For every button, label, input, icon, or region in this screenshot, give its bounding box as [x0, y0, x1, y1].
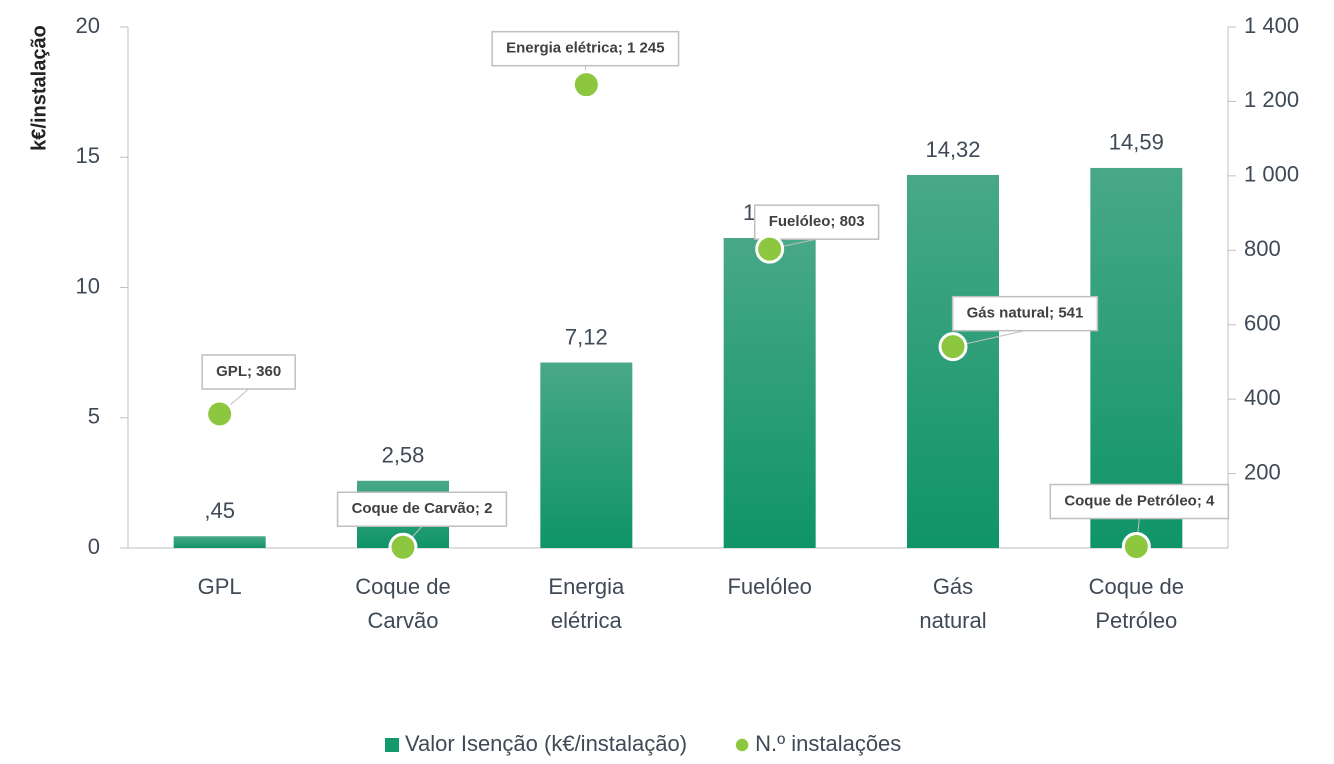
y-tick-label: 15	[76, 143, 100, 168]
y2-tick-label: 600	[1244, 311, 1281, 336]
x-tick-label: Energia elétrica	[548, 574, 625, 633]
point	[938, 332, 968, 362]
x-tick-label: Coque de Petróleo	[1089, 574, 1184, 633]
y-axis-label: k€/instalação	[28, 25, 50, 151]
callout-box	[951, 295, 1099, 332]
x-tick-label: Coque de Carvão	[355, 574, 450, 633]
bar	[907, 174, 999, 549]
point	[205, 399, 235, 429]
callout: Gás natural; 541	[951, 295, 1099, 348]
y2-tick-label: 1 200	[1244, 87, 1299, 112]
point	[388, 532, 418, 562]
callout-box	[753, 204, 880, 240]
callout: Fuelóleo; 803	[753, 204, 880, 250]
legend-swatch	[385, 738, 399, 752]
callout-box	[201, 354, 296, 390]
bar-value-label: 7,12	[565, 324, 608, 349]
point	[755, 234, 785, 264]
y2-tick-label: 200	[1244, 459, 1281, 484]
y2-tick-label: 800	[1244, 236, 1281, 261]
bar-value-label: 14,32	[925, 137, 980, 162]
y-tick-label: 0	[88, 534, 100, 559]
y2-tick-label: 1 000	[1244, 162, 1299, 187]
callout-label: GPL; 360	[216, 363, 281, 380]
legend-label: N.º instalações	[755, 731, 901, 756]
y2-tick-label: 400	[1244, 385, 1281, 410]
point	[571, 70, 601, 100]
y-tick-label: 20	[76, 13, 100, 38]
bar-value-label: 2,58	[382, 443, 425, 468]
callout-box	[491, 30, 680, 67]
callout-label: Coque de Petróleo; 4	[1064, 492, 1215, 509]
x-tick-label: GPL	[198, 574, 242, 599]
bar-value-label: 14,59	[1109, 130, 1164, 155]
x-tick-label: Fuelóleo	[727, 574, 811, 599]
bar	[723, 238, 816, 548]
callout: Coque de Petróleo; 4	[1049, 483, 1230, 547]
legend-swatch	[734, 737, 750, 753]
callout-box	[336, 491, 508, 528]
callout-label: Coque de Carvão; 2	[352, 500, 493, 517]
y2-tick-label: 1 400	[1244, 13, 1299, 38]
y-tick-label: 5	[88, 404, 100, 429]
callout-box	[1049, 483, 1230, 520]
callout: Coque de Carvão; 2	[336, 491, 508, 548]
x-tick-label: Gás natural	[919, 574, 986, 633]
bar-value-label: ,45	[204, 498, 235, 523]
bar	[173, 536, 266, 548]
bar	[540, 362, 633, 548]
callout-label: Energia elétrica; 1 245	[506, 40, 664, 57]
callout: GPL; 360	[201, 354, 296, 415]
callout: Energia elétrica; 1 245	[491, 30, 680, 85]
callout-label: Fuelóleo; 803	[769, 213, 865, 230]
callout-label: Gás natural; 541	[967, 305, 1084, 322]
y-tick-label: 10	[76, 273, 100, 298]
legend-label: Valor Isenção (k€/instalação)	[405, 731, 687, 756]
point	[1121, 532, 1151, 562]
